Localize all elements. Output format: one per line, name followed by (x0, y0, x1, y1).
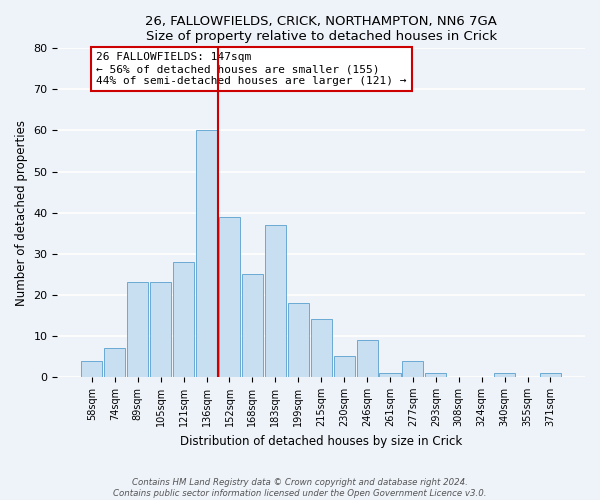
Bar (403, 360, 424, 377)
Bar (379, 373, 401, 377)
Bar (173, 262, 194, 377)
Bar (540, 373, 561, 377)
Text: Contains HM Land Registry data © Crown copyright and database right 2024.
Contai: Contains HM Land Registry data © Crown c… (113, 478, 487, 498)
Bar (334, 356, 355, 377)
Bar (494, 373, 515, 377)
Y-axis label: Number of detached properties: Number of detached properties (15, 120, 28, 306)
X-axis label: Distribution of detached houses by size in Crick: Distribution of detached houses by size … (180, 434, 463, 448)
Bar (288, 303, 309, 377)
Bar (104, 348, 125, 377)
Bar (196, 130, 217, 377)
Bar (150, 282, 171, 377)
Bar (242, 274, 263, 377)
Bar (265, 225, 286, 377)
Bar (425, 373, 446, 377)
Bar (127, 282, 148, 377)
Bar (311, 320, 332, 377)
Text: 26 FALLOWFIELDS: 147sqm
← 56% of detached houses are smaller (155)
44% of semi-d: 26 FALLOWFIELDS: 147sqm ← 56% of detache… (96, 52, 407, 86)
Bar (219, 216, 240, 377)
Title: 26, FALLOWFIELDS, CRICK, NORTHAMPTON, NN6 7GA
Size of property relative to detac: 26, FALLOWFIELDS, CRICK, NORTHAMPTON, NN… (145, 15, 497, 43)
Bar (356, 340, 377, 377)
Bar (82, 360, 103, 377)
